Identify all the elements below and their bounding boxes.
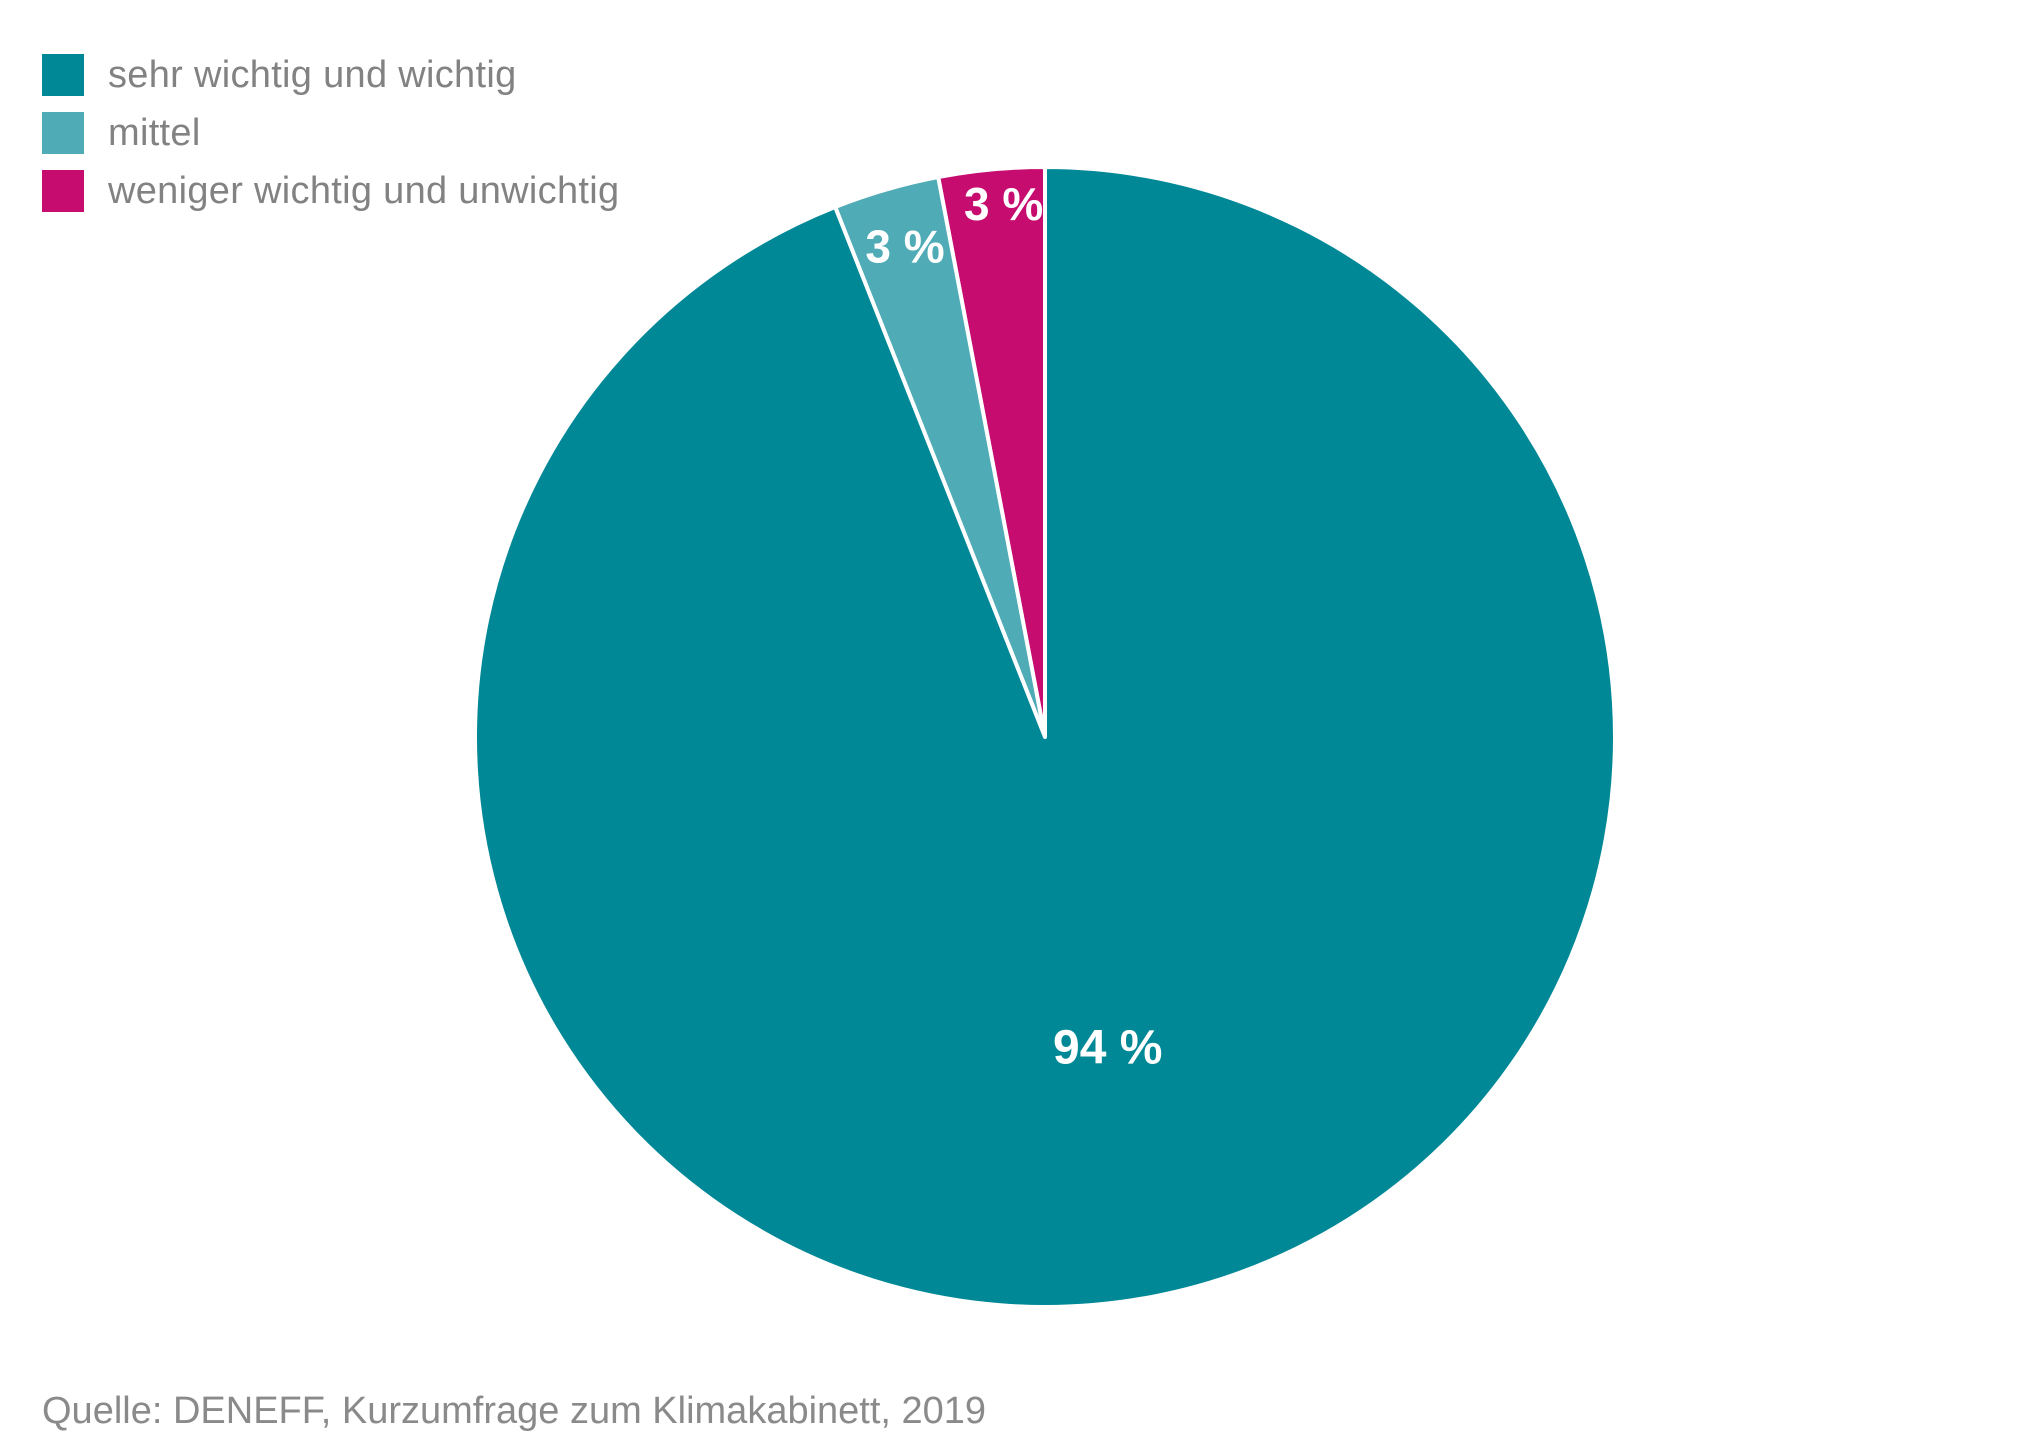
legend: sehr wichtig und wichtig mittel weniger …	[42, 46, 619, 220]
legend-label-sehr-wichtig: sehr wichtig und wichtig	[108, 53, 517, 96]
slice-label-sehr-wichtig: 94 %	[1053, 1022, 1162, 1075]
source-note: Quelle: DENEFF, Kurzumfrage zum Klimakab…	[42, 1390, 987, 1432]
legend-label-weniger-wichtig: weniger wichtig und unwichtig	[108, 169, 620, 212]
legend-item-weniger-wichtig: weniger wichtig und unwichtig	[42, 162, 619, 220]
legend-swatch-mittel	[42, 112, 84, 154]
legend-swatch-weniger-wichtig	[42, 170, 84, 212]
legend-label-mittel: mittel	[108, 111, 201, 154]
slice-label-weniger-wichtig: 3 %	[964, 178, 1043, 230]
legend-item-sehr-wichtig: sehr wichtig und wichtig	[42, 46, 619, 104]
legend-item-mittel: mittel	[42, 104, 619, 162]
slice-label-mittel: 3 %	[865, 220, 944, 272]
pie-slice-sehr-wichtig	[473, 165, 1617, 1309]
legend-swatch-sehr-wichtig	[42, 54, 84, 96]
